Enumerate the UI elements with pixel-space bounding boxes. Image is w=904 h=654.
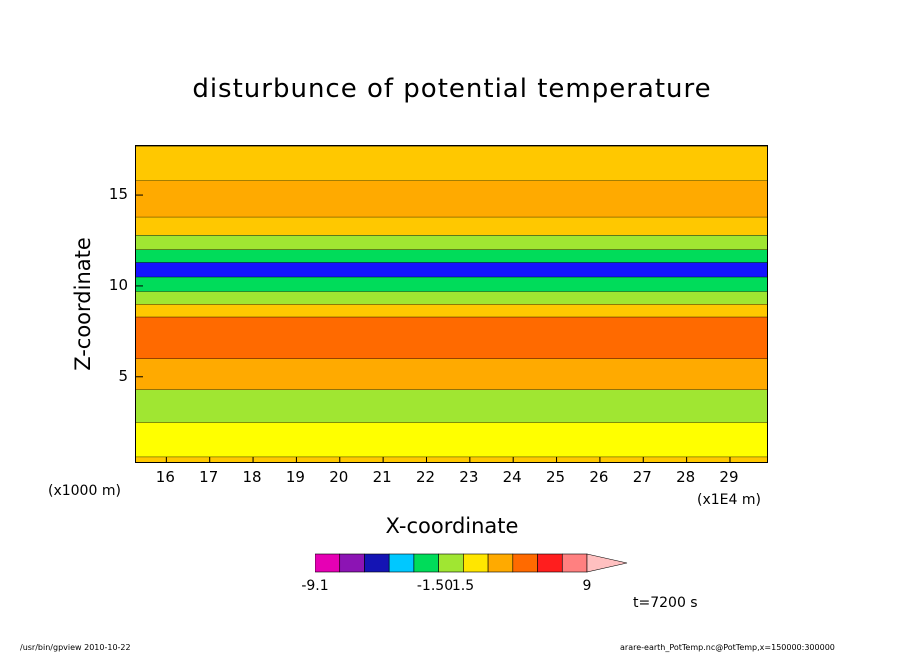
colorbar — [315, 553, 628, 573]
contour-band-0 — [136, 456, 767, 462]
contour-band-12 — [136, 180, 767, 217]
colorbar-segment-9 — [537, 553, 563, 573]
footer-right-text: arare-earth_PotTemp.nc@PotTemp,x=150000:… — [620, 643, 835, 652]
colorbar-label-0: -9.1 — [301, 578, 329, 594]
y-tick-label-5: 5 — [118, 366, 128, 385]
contour-band-5 — [136, 304, 767, 317]
y-tick-label-15: 15 — [108, 185, 128, 204]
colorbar-segment-8 — [512, 553, 538, 573]
x-tick-label-17: 17 — [199, 468, 219, 486]
colorbar-segment-4 — [413, 553, 439, 573]
x-tick-label-21: 21 — [372, 468, 392, 486]
colorbar-extension-arrow — [586, 553, 628, 573]
x-axis-label: X-coordinate — [385, 514, 519, 538]
contour-band-4 — [136, 316, 767, 359]
colorbar-label-3: 9 — [582, 578, 592, 594]
colorbar-segment-6 — [463, 553, 489, 573]
y-tick-label-10: 10 — [108, 275, 128, 294]
time-label: t=7200 s — [633, 595, 698, 611]
contour-band-9 — [136, 249, 767, 263]
x-tick-label-22: 22 — [415, 468, 436, 486]
contour-band-13 — [136, 146, 767, 181]
contour-band-10 — [136, 235, 767, 250]
contour-band-2 — [136, 389, 767, 423]
contour-band-8 — [136, 262, 767, 277]
x-tick-label-28: 28 — [676, 468, 696, 486]
x-tick-label-24: 24 — [502, 468, 522, 486]
colorbar-segment-7 — [487, 553, 514, 573]
plot-area — [135, 145, 768, 463]
colorbar-segment-0 — [315, 553, 341, 573]
colorbar-segment-2 — [364, 553, 390, 573]
colorbar-segment-10 — [561, 553, 588, 573]
x-tick-label-29: 29 — [719, 468, 739, 486]
contour-band-11 — [136, 216, 767, 236]
colorbar-segment-5 — [438, 553, 464, 573]
x-tick-label-18: 18 — [242, 468, 262, 486]
contour-band-7 — [136, 276, 767, 292]
colorbar-segment-1 — [339, 553, 365, 573]
x-tick-label-19: 19 — [285, 468, 305, 486]
colorbar-label-1: -1.50 — [416, 578, 454, 594]
x-tick-label-26: 26 — [589, 468, 609, 486]
colorbar-label-2: 1.5 — [451, 578, 475, 594]
contour-band-1 — [136, 422, 767, 457]
footer-left-text: /usr/bin/gpview 2010-10-22 — [20, 643, 131, 652]
x-tick-label-20: 20 — [329, 468, 349, 486]
x-tick-label-16: 16 — [155, 468, 175, 486]
y-axis-label: Z-coordinate — [71, 237, 95, 371]
contour-band-3 — [136, 358, 767, 390]
contour-field — [136, 146, 767, 462]
chart-title: disturbunce of potential temperature — [192, 74, 712, 104]
x-tick-label-25: 25 — [546, 468, 566, 486]
x-tick-label-23: 23 — [459, 468, 479, 486]
y-unit-label: (x1000 m) — [48, 483, 121, 499]
contour-band-6 — [136, 291, 767, 305]
colorbar-segment-3 — [388, 553, 415, 573]
x-tick-label-27: 27 — [632, 468, 652, 486]
x-unit-label: (x1E4 m) — [697, 492, 761, 508]
